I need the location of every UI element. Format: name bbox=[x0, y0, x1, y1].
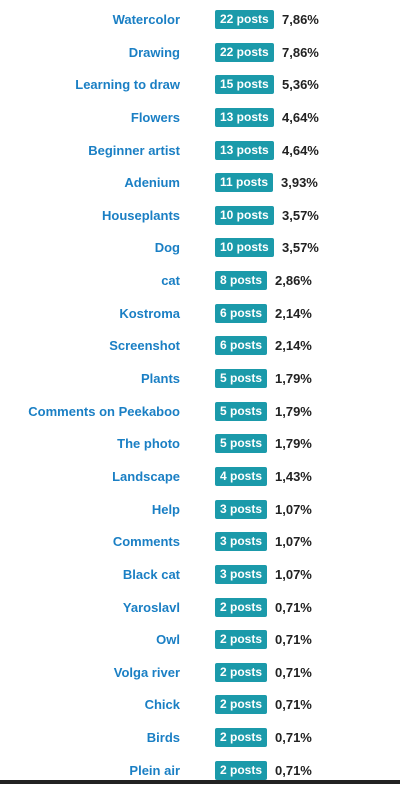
percentage-value: 2,86% bbox=[275, 273, 312, 289]
post-count-badge: 2 posts bbox=[215, 662, 268, 682]
post-count-badge: 2 posts bbox=[215, 760, 268, 780]
bottom-edge-bar bbox=[0, 780, 400, 784]
tag-link[interactable]: Black cat bbox=[122, 566, 180, 582]
tag-link[interactable]: Yaroslavl bbox=[122, 599, 180, 615]
post-count-badge: 3 posts bbox=[215, 499, 268, 519]
post-count-badge: 5 posts bbox=[215, 434, 268, 454]
percentage-value: 0,71% bbox=[275, 697, 312, 713]
tag-row: Black cat 3 posts 1,07% bbox=[0, 559, 400, 592]
post-count-badge: 2 posts bbox=[215, 695, 268, 715]
post-count-badge: 6 posts bbox=[215, 303, 268, 323]
percentage-value: 7,86% bbox=[282, 44, 319, 60]
tag-link[interactable]: Watercolor bbox=[112, 12, 180, 27]
percentage-value: 3,57% bbox=[282, 240, 319, 256]
percentage-value: 1,79% bbox=[275, 436, 312, 452]
tag-link[interactable]: Dog bbox=[154, 240, 180, 256]
percentage-value: 0,71% bbox=[275, 632, 312, 648]
tag-link[interactable]: Screenshot bbox=[109, 338, 180, 354]
tag-row: Drawing 22 posts 7,86% bbox=[0, 37, 400, 70]
post-count-badge: 2 posts bbox=[215, 630, 268, 650]
tag-row: Plants 5 posts 1,79% bbox=[0, 363, 400, 396]
tag-row: Dog 10 posts 3,57% bbox=[0, 232, 400, 265]
tag-link[interactable]: The photo bbox=[117, 436, 180, 452]
post-count-badge: 2 posts bbox=[215, 597, 268, 617]
tag-row: Landscape 4 posts 1,43% bbox=[0, 461, 400, 494]
post-count-badge: 3 posts bbox=[215, 532, 268, 552]
tag-row: Watercolor 22 posts 7,86% bbox=[0, 4, 400, 37]
percentage-value: 3,57% bbox=[282, 207, 319, 223]
post-count-badge: 10 posts bbox=[215, 205, 274, 225]
post-count-badge: 13 posts bbox=[215, 107, 274, 127]
tag-link[interactable]: Beginner artist bbox=[88, 142, 180, 158]
tag-link[interactable]: Comments bbox=[112, 534, 180, 550]
post-count-badge: 22 posts bbox=[215, 42, 274, 62]
tag-row: The photo 5 posts 1,79% bbox=[0, 428, 400, 461]
tag-row: Comments on Peekaboo 5 posts 1,79% bbox=[0, 396, 400, 429]
percentage-value: 1,79% bbox=[275, 371, 312, 387]
percentage-value: 2,14% bbox=[275, 305, 312, 321]
tag-link[interactable]: Drawing bbox=[128, 44, 180, 60]
tag-row: cat 8 posts 2,86% bbox=[0, 265, 400, 298]
tag-row: Chick 2 posts 0,71% bbox=[0, 689, 400, 722]
tag-row: Houseplants 10 posts 3,57% bbox=[0, 200, 400, 233]
post-count-badge: 10 posts bbox=[215, 238, 274, 258]
percentage-value: 1,07% bbox=[275, 501, 312, 517]
tag-link[interactable]: Flowers bbox=[130, 109, 180, 125]
tag-row: Beginner artist 13 posts 4,64% bbox=[0, 135, 400, 168]
tag-row: Plein air 2 posts 0,71% bbox=[0, 755, 400, 787]
tag-row: Birds 2 posts 0,71% bbox=[0, 722, 400, 755]
tag-row: Yaroslavl 2 posts 0,71% bbox=[0, 592, 400, 625]
tag-link[interactable]: Help bbox=[151, 501, 180, 517]
tag-link[interactable]: Landscape bbox=[112, 468, 180, 484]
tag-link[interactable]: Comments on Peekaboo bbox=[28, 403, 180, 419]
percentage-value: 0,71% bbox=[275, 762, 312, 778]
percentage-value: 0,71% bbox=[275, 599, 312, 615]
tag-link[interactable]: cat bbox=[161, 273, 180, 289]
post-count-badge: 4 posts bbox=[215, 466, 268, 486]
tag-link[interactable]: Houseplants bbox=[101, 207, 180, 223]
tag-row: Help 3 posts 1,07% bbox=[0, 494, 400, 527]
post-count-badge: 5 posts bbox=[215, 369, 268, 389]
tag-row: Adenium 11 posts 3,93% bbox=[0, 167, 400, 200]
tag-link[interactable]: Plants bbox=[140, 371, 180, 387]
tag-row: Comments 3 posts 1,07% bbox=[0, 526, 400, 559]
percentage-value: 7,86% bbox=[282, 12, 319, 27]
percentage-value: 2,14% bbox=[275, 338, 312, 354]
percentage-value: 4,64% bbox=[282, 142, 319, 158]
tag-link[interactable]: Volga river bbox=[113, 664, 180, 680]
percentage-value: 0,71% bbox=[275, 664, 312, 680]
percentage-value: 4,64% bbox=[282, 109, 319, 125]
tag-row: Screenshot 6 posts 2,14% bbox=[0, 330, 400, 363]
tag-row: Kostroma 6 posts 2,14% bbox=[0, 298, 400, 331]
percentage-value: 0,71% bbox=[275, 730, 312, 746]
percentage-value: 5,36% bbox=[282, 77, 319, 93]
percentage-value: 3,93% bbox=[281, 175, 318, 191]
tag-row: Flowers 13 posts 4,64% bbox=[0, 102, 400, 135]
percentage-value: 1,07% bbox=[275, 534, 312, 550]
percentage-value: 1,79% bbox=[275, 403, 312, 419]
post-count-badge: 22 posts bbox=[215, 10, 274, 29]
post-count-badge: 2 posts bbox=[215, 728, 268, 748]
tag-link[interactable]: Learning to draw bbox=[75, 77, 180, 93]
post-count-badge: 8 posts bbox=[215, 271, 268, 291]
tag-link[interactable]: Kostroma bbox=[119, 305, 180, 321]
tag-link[interactable]: Chick bbox=[144, 697, 180, 713]
tag-statistics-list: Watercolor 22 posts 7,86% Drawing 22 posts 7,… bbox=[0, 4, 400, 787]
post-count-badge: 13 posts bbox=[215, 140, 274, 160]
tag-row: Volga river 2 posts 0,71% bbox=[0, 657, 400, 690]
percentage-value: 1,07% bbox=[275, 566, 312, 582]
post-count-badge: 11 posts bbox=[215, 173, 274, 193]
tag-link[interactable]: Plein air bbox=[129, 762, 180, 778]
post-count-badge: 3 posts bbox=[215, 564, 268, 584]
tag-row: Owl 2 posts 0,71% bbox=[0, 624, 400, 657]
percentage-value: 1,43% bbox=[275, 468, 312, 484]
tag-link[interactable]: Birds bbox=[146, 730, 180, 746]
tag-link[interactable]: Adenium bbox=[124, 175, 180, 191]
post-count-badge: 5 posts bbox=[215, 401, 268, 421]
post-count-badge: 6 posts bbox=[215, 336, 268, 356]
tag-row: Learning to draw 15 posts 5,36% bbox=[0, 69, 400, 102]
tag-link[interactable]: Owl bbox=[156, 632, 180, 648]
post-count-badge: 15 posts bbox=[215, 75, 274, 95]
